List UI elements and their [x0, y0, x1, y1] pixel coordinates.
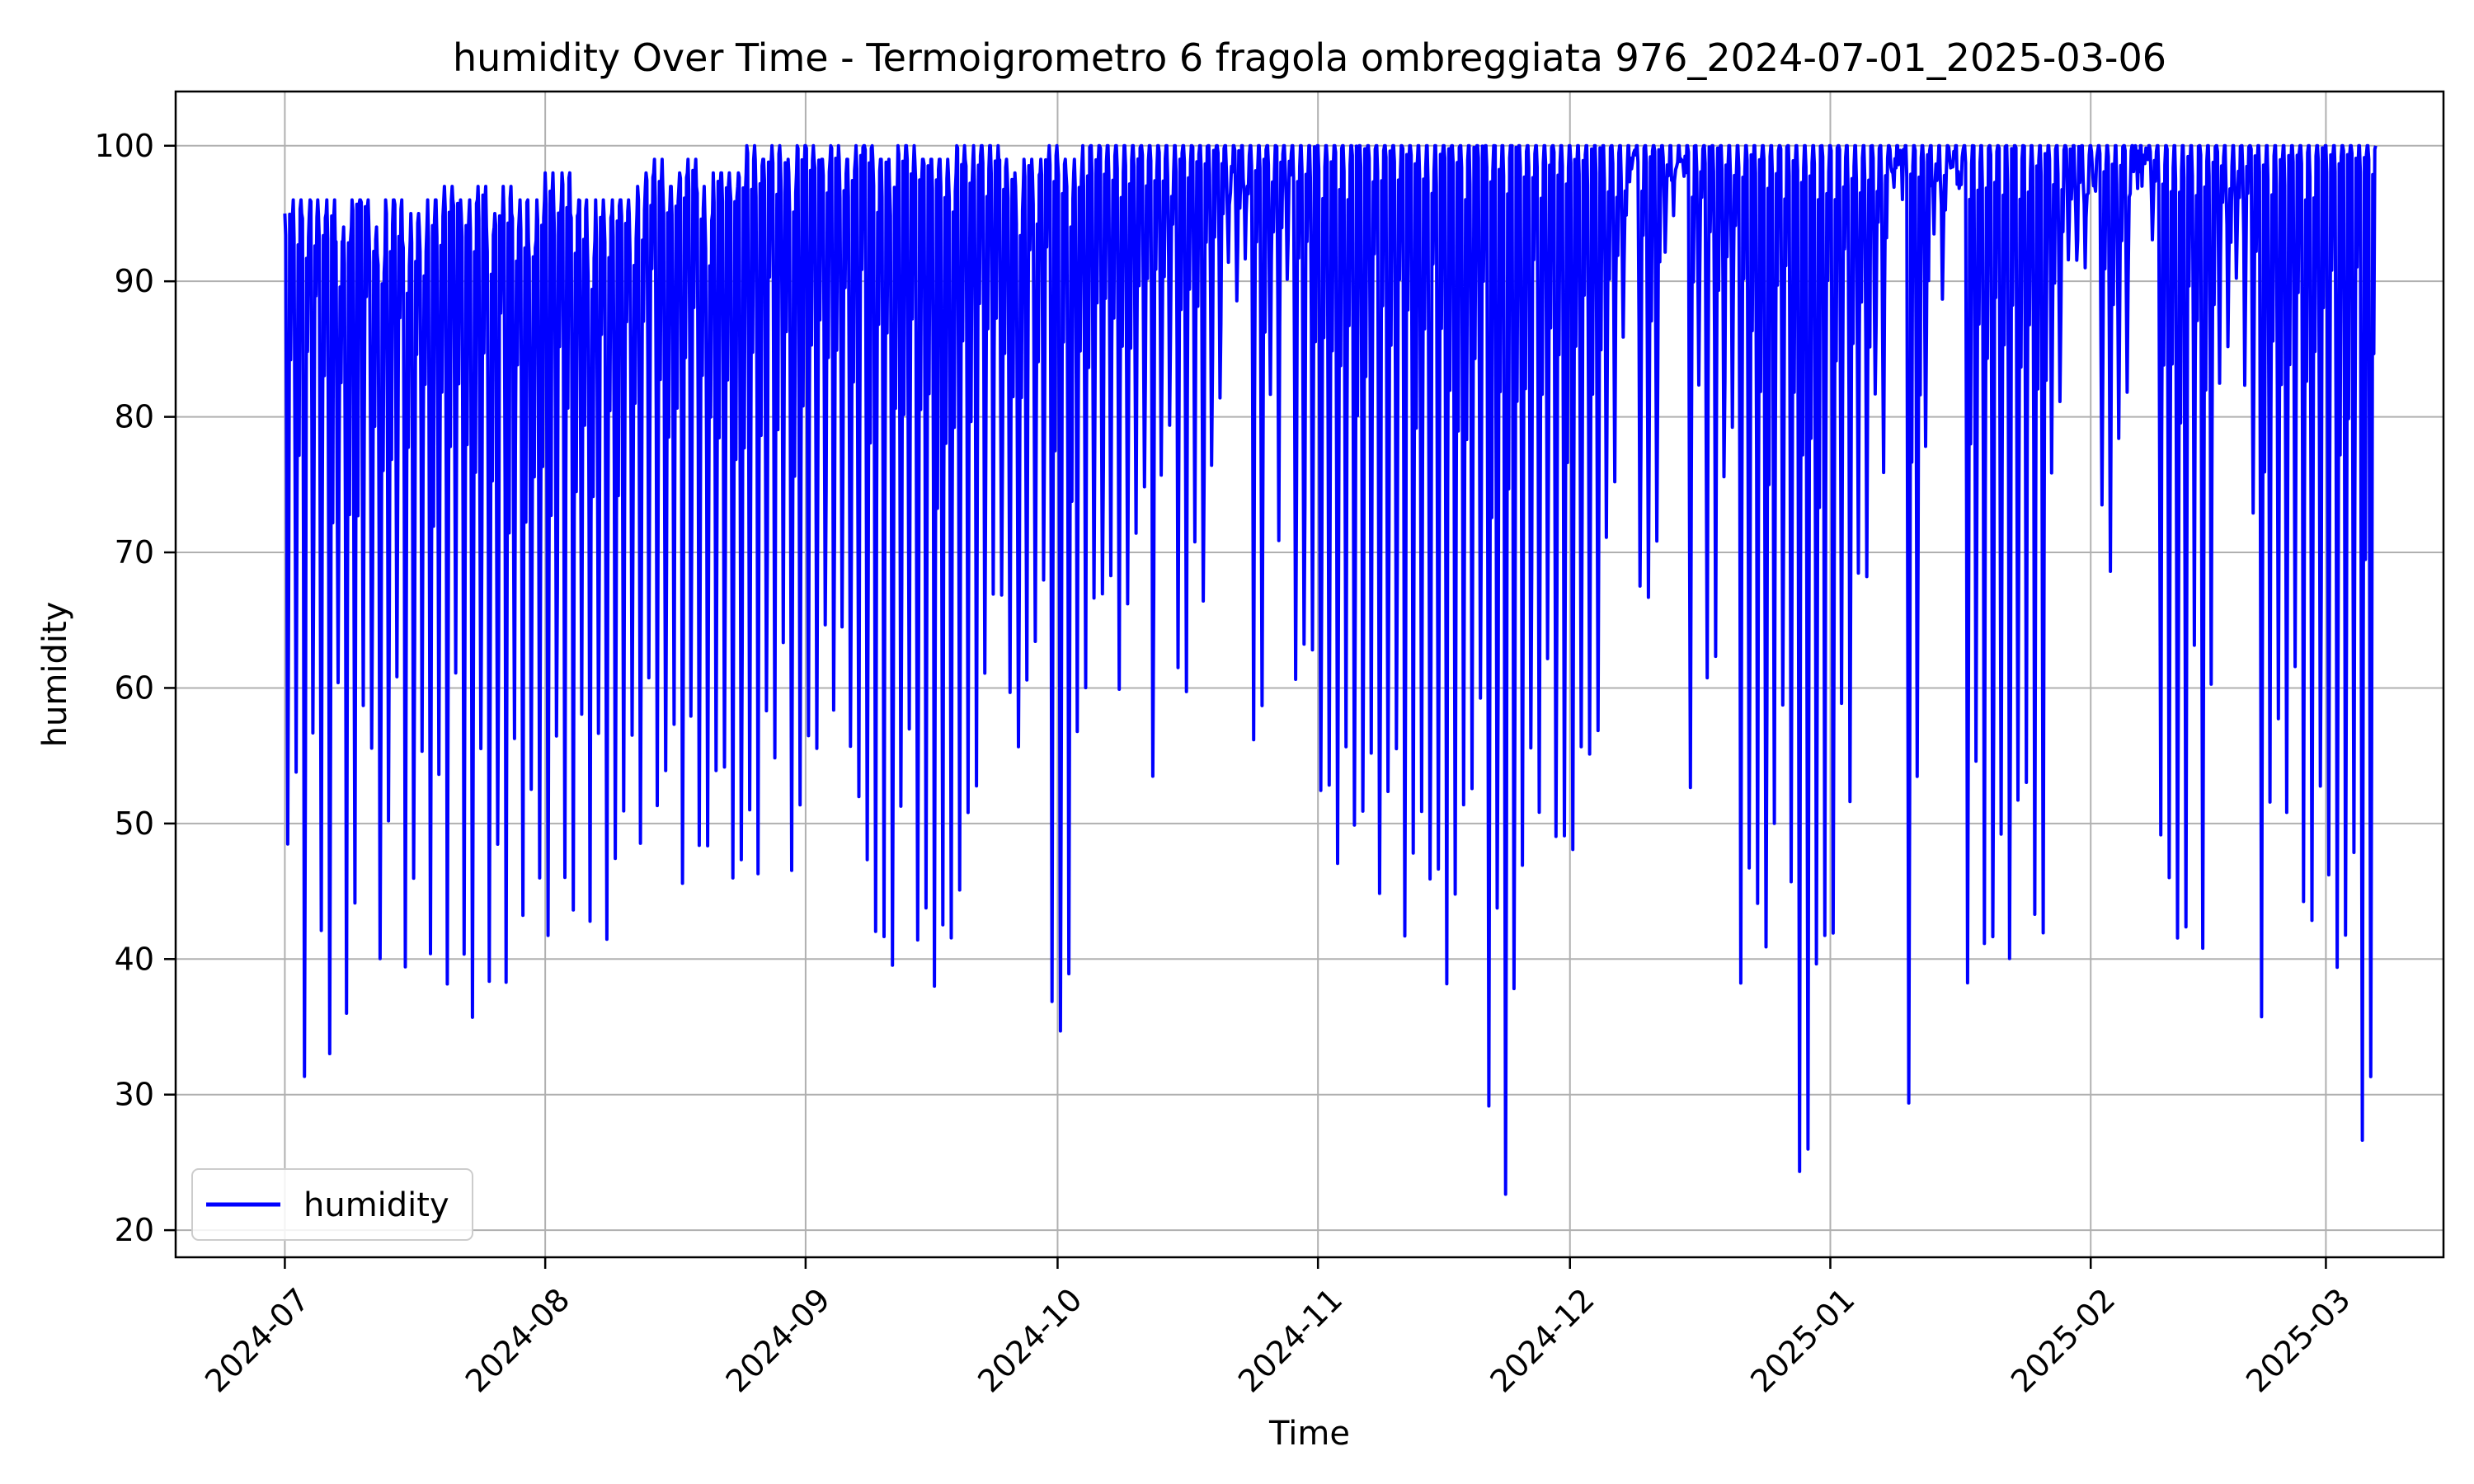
y-tick-label: 60 — [115, 669, 154, 706]
y-tick-label: 30 — [115, 1077, 154, 1113]
x-axis-label: Time — [1268, 1415, 1350, 1453]
legend-label-humidity: humidity — [303, 1186, 449, 1224]
y-tick-label: 100 — [94, 128, 154, 164]
y-tick-label: 20 — [115, 1212, 154, 1248]
y-tick-label: 90 — [115, 263, 154, 299]
legend-box — [191, 1168, 473, 1241]
y-axis-label: humidity — [36, 602, 74, 748]
y-tick-label: 80 — [115, 399, 154, 435]
y-tick-label: 70 — [115, 534, 154, 571]
legend: humidity — [191, 1168, 473, 1241]
y-tick-label: 50 — [115, 805, 154, 842]
chart-title: humidity Over Time - Termoigrometro 6 fr… — [453, 35, 2166, 80]
line-layer — [283, 143, 2378, 1196]
series-line-humidity — [283, 143, 2378, 1196]
plot-frame — [174, 90, 2445, 1259]
y-tick-label: 40 — [115, 941, 154, 977]
